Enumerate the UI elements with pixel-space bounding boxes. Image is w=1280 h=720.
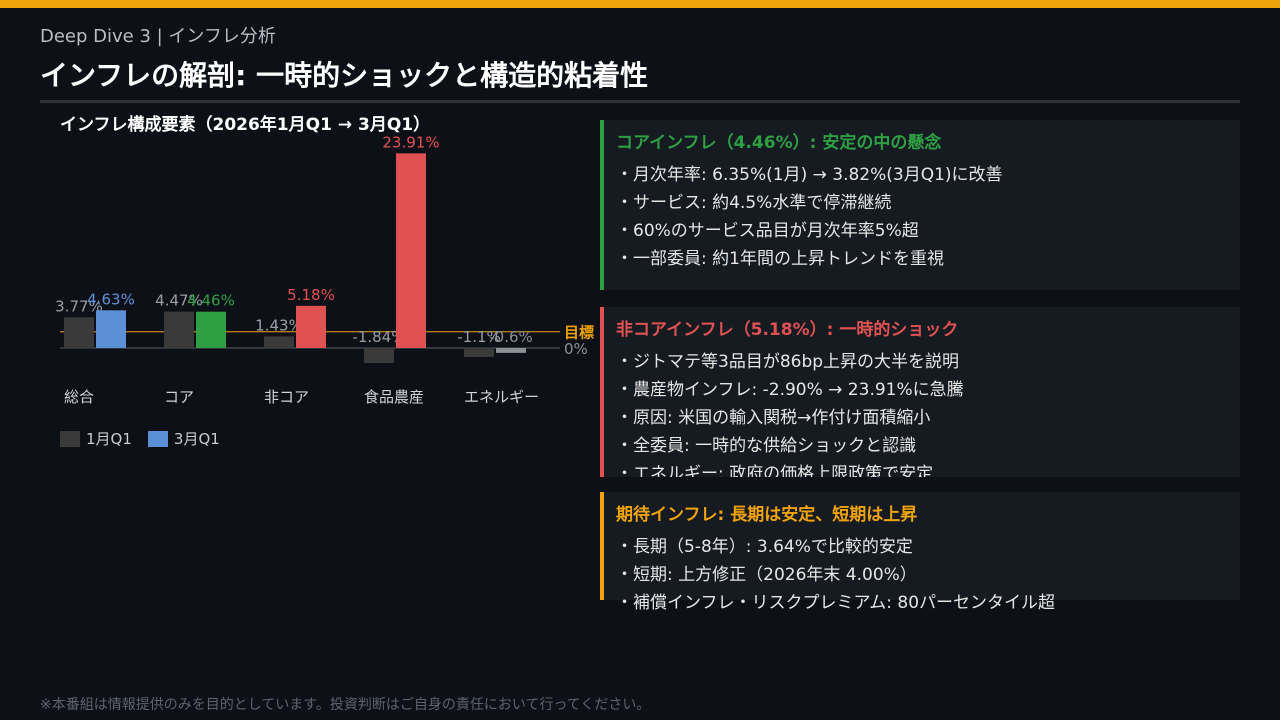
data-label-jan-0: 3.77%: [55, 297, 103, 315]
list-item: ジトマテ等3品目が86bp上昇の大半を説明: [616, 348, 1228, 376]
expect-panel-title: 期待インフレ: 長期は安定、短期は上昇: [616, 505, 918, 525]
data-label-jan-4: -1.1%: [457, 328, 501, 346]
list-item: 月次年率: 6.35%(1月) → 3.82%(3月Q1)に改善: [616, 161, 1228, 189]
bar-jan-4: [464, 348, 494, 357]
category-label-2: 非コア: [264, 388, 309, 406]
category-label-1: コア: [164, 388, 194, 406]
core-panel-list: 月次年率: 6.35%(1月) → 3.82%(3月Q1)に改善 サービス: 約…: [616, 161, 1228, 273]
category-label-0: 総合: [64, 388, 94, 406]
top-accent-bar: [0, 0, 1280, 8]
data-label-mar-0: 4.63%: [87, 290, 135, 308]
list-item: 短期: 上方修正（2026年末 4.00%）: [616, 561, 1228, 589]
data-label-mar-3: 23.91%: [382, 133, 439, 151]
list-item: 補償インフレ・リスクプレミアム: 80パーセンタイル超: [616, 589, 1228, 617]
list-item: 全委員: 一時的な供給ショックと認識: [616, 432, 1228, 460]
expect-panel-list: 長期（5-8年）: 3.64%で比較的安定 短期: 上方修正（2026年末 4.…: [616, 533, 1228, 617]
expected-inflation-panel: 期待インフレ: 長期は安定、短期は上昇 長期（5-8年）: 3.64%で比較的安…: [600, 492, 1240, 613]
core-inflation-panel: コアインフレ（4.46%）: 安定の中の懸念 月次年率: 6.35%(1月) →…: [600, 120, 1240, 290]
bar-mar-0: [96, 310, 126, 348]
target-label: 目標: [564, 324, 594, 342]
disclaimer: ※本番組は情報提供のみを目的としています。投資判断はご自身の責任において行ってく…: [40, 697, 651, 713]
list-item: 原因: 米国の輸入関税→作付け面積縮小: [616, 404, 1228, 432]
legend-swatch-mar: [147, 430, 168, 447]
bar-jan-0: [64, 317, 94, 348]
bar-mar-3: [396, 153, 426, 348]
bar-jan-2: [264, 336, 294, 348]
chart-title: インフレ構成要素（2026年1月Q1 → 3月Q1）: [60, 115, 431, 135]
bar-mar-2: [296, 305, 326, 348]
category-label-4: エネルギー: [464, 388, 539, 406]
data-label-mar-1: 4.46%: [187, 292, 235, 310]
page-title: インフレの解剖: 一時的ショックと構造的粘着性: [40, 59, 649, 92]
bar-mar-1: [196, 311, 226, 348]
list-item: 長期（5-8年）: 3.64%で比較的安定: [616, 533, 1228, 561]
section-kicker: Deep Dive 3 | インフレ分析: [40, 26, 276, 47]
legend-item-mar: 3月Q1: [147, 428, 220, 449]
zero-label: 0%: [564, 340, 588, 358]
list-item: 一部委員: 約1年間の上昇トレンドを重視: [616, 245, 1228, 273]
list-item: サービス: 約4.5%水準で停滞継続: [616, 189, 1228, 217]
bar-jan-3: [364, 348, 394, 363]
legend-label-jan: 1月Q1: [86, 430, 132, 448]
noncore-panel-list: ジトマテ等3品目が86bp上昇の大半を説明 農産物インフレ: -2.90% → …: [616, 348, 1228, 477]
bar-mar-4: [496, 348, 526, 353]
chart-legend: 1月Q1 3月Q1: [60, 428, 220, 449]
bar-jan-1: [164, 311, 194, 348]
category-label-3: 食品農産: [364, 388, 424, 406]
noncore-inflation-panel: 非コアインフレ（5.18%）: 一時的ショック ジトマテ等3品目が86bp上昇の…: [600, 307, 1240, 477]
data-label-jan-2: 1.43%: [255, 316, 303, 334]
legend-swatch-jan: [60, 430, 80, 447]
inflation-components-chart: 目標0% 3.77%4.63% 総合 4.47%4.46% コア 1.43% 5.18% 非コ…: [55, 133, 594, 406]
list-item: 農産物インフレ: -2.90% → 23.91%に急騰: [616, 376, 1228, 404]
title-divider: [40, 100, 1240, 103]
data-label-jan-1: 4.47%: [155, 292, 203, 310]
data-label-mar-2: 5.18%: [287, 286, 335, 304]
list-item: エネルギー: 政府の価格上限政策で安定: [616, 460, 1228, 477]
core-panel-title: コアインフレ（4.46%）: 安定の中の懸念: [616, 133, 942, 153]
list-item: 60%のサービス品目が月次年率5%超: [616, 217, 1228, 245]
data-label-mar-4: -0.6%: [489, 328, 533, 346]
legend-label-mar: 3月Q1: [173, 430, 220, 448]
legend-item-jan: 1月Q1: [60, 428, 132, 449]
data-label-jan-3: -1.84%: [352, 328, 405, 346]
noncore-panel-title: 非コアインフレ（5.18%）: 一時的ショック: [616, 320, 959, 340]
